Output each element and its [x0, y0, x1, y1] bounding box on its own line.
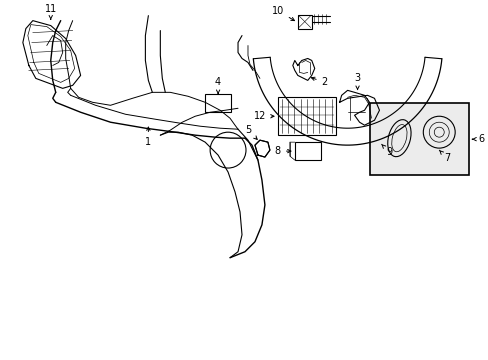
- Text: 7: 7: [438, 150, 449, 163]
- Text: 6: 6: [471, 134, 483, 144]
- Text: 10: 10: [271, 6, 294, 21]
- Text: 11: 11: [44, 4, 57, 19]
- Text: 3: 3: [354, 73, 360, 89]
- Polygon shape: [254, 140, 269, 157]
- Text: 2: 2: [311, 77, 327, 87]
- Text: 1: 1: [145, 127, 151, 147]
- Text: 8: 8: [274, 146, 290, 156]
- Text: 5: 5: [244, 125, 257, 139]
- FancyBboxPatch shape: [369, 103, 468, 175]
- Text: 4: 4: [215, 77, 221, 93]
- Text: 12: 12: [253, 111, 273, 121]
- Text: 9: 9: [381, 144, 392, 157]
